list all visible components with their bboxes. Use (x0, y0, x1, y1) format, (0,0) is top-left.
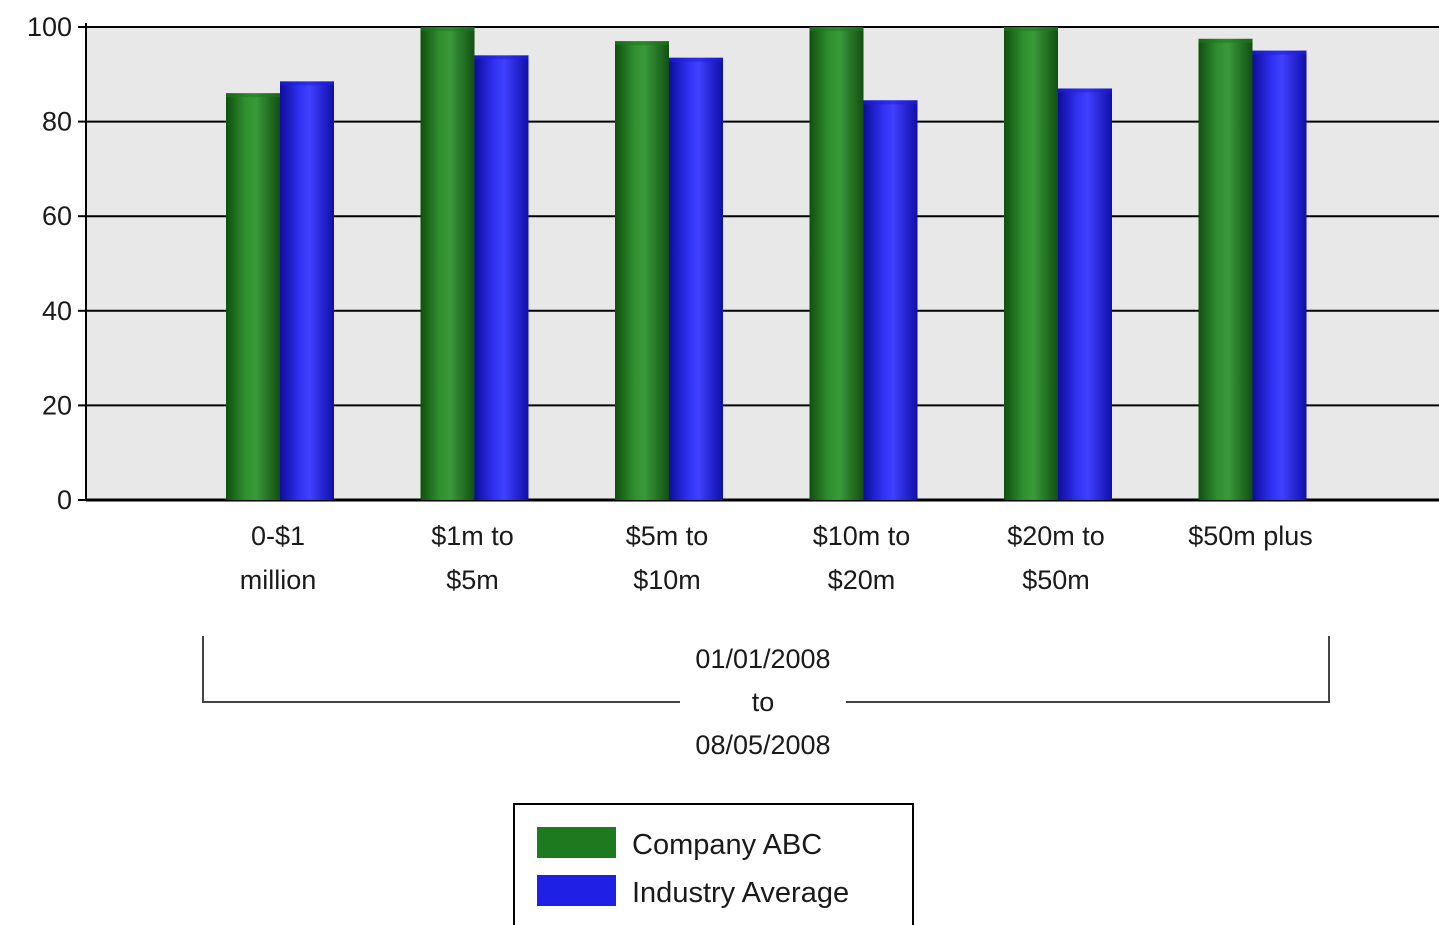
category-label: $10m (633, 565, 701, 595)
bar-industry-average (669, 57, 723, 501)
bar-cap (863, 100, 918, 105)
category-label: $20m to (1007, 521, 1105, 551)
bracket-right (846, 636, 1330, 703)
period-label: 01/01/2008 (695, 644, 830, 674)
legend-swatch (537, 875, 616, 906)
legend-label: Industry Average (632, 877, 849, 909)
y-tick-label: 80 (42, 107, 72, 137)
category-label: $50m (1022, 565, 1090, 595)
category-label: $50m plus (1188, 521, 1313, 551)
bracket-left (202, 636, 680, 703)
category-label: $5m (446, 565, 499, 595)
bar-company-abc (809, 27, 864, 500)
bar-industry-average (1058, 88, 1112, 501)
category-label: $1m to (431, 521, 514, 551)
category-label: $5m to (626, 521, 709, 551)
y-tick-label: 20 (42, 390, 72, 420)
category-label: $10m to (813, 521, 911, 551)
bar-company-abc (1004, 27, 1058, 500)
category-label: $20m (828, 565, 896, 595)
bar-company-abc (226, 93, 280, 500)
y-tick-label: 40 (42, 296, 72, 326)
y-tick-label: 60 (42, 201, 72, 231)
legend-swatch (537, 827, 616, 858)
bar-cap (1252, 50, 1307, 55)
category-label: 0-$1 (251, 521, 305, 551)
bar-industry-average (280, 81, 334, 501)
bar-company-abc (1198, 38, 1253, 500)
bar-cap (226, 93, 280, 98)
bar-industry-average (863, 100, 918, 500)
bar-cap (1004, 27, 1058, 31)
bar-industry-average (474, 55, 529, 500)
period-label: to (752, 687, 775, 717)
legend: Company ABC Industry Average (513, 803, 914, 925)
bar-company-abc (420, 27, 475, 500)
legend-label: Company ABC (632, 829, 822, 861)
bar-cap (669, 57, 723, 62)
bar-cap (1058, 88, 1112, 93)
bar-cap (1198, 38, 1253, 43)
y-tick-label: 0 (57, 485, 72, 515)
bar-cap (474, 55, 529, 60)
bar-cap (420, 27, 475, 31)
bar-company-abc (615, 41, 669, 500)
bar-cap (280, 81, 334, 86)
bars (226, 27, 1307, 501)
x-axis: 0-$1 million $1m to $5m $5m to $10m $10m to $20… (240, 521, 1313, 595)
y-tick-label: 100 (27, 12, 72, 42)
period-bracket: 01/01/2008 to 08/05/2008 (202, 636, 1330, 760)
category-label: million (240, 565, 317, 595)
bar-cap (615, 41, 669, 46)
bar-cap (809, 27, 864, 31)
bar-industry-average (1252, 50, 1307, 501)
period-label: 08/05/2008 (695, 730, 830, 760)
